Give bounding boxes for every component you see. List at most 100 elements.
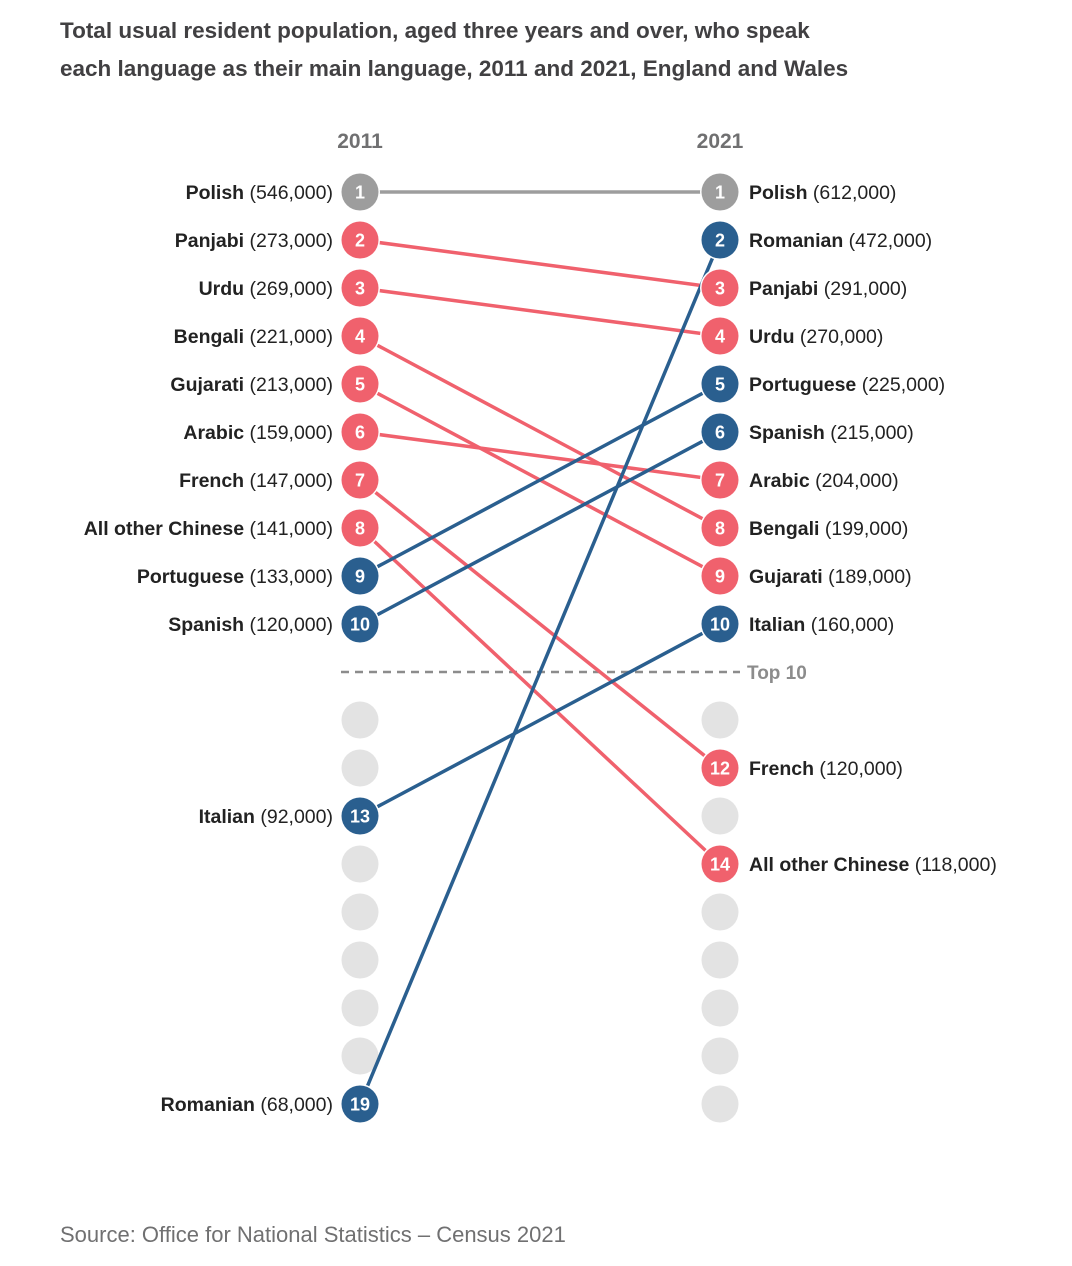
- label-2011-arabic: Arabic (159,000): [183, 422, 333, 444]
- rank-circle-2021-french: [701, 749, 739, 787]
- label-2021-value: (225,000): [856, 374, 945, 396]
- empty-slot-2021-rank-15: [701, 893, 739, 931]
- label-2021-panjabi: Panjabi (291,000): [749, 278, 907, 300]
- label-2011-value: (68,000): [255, 1094, 333, 1116]
- label-2011-name: Portuguese: [137, 566, 244, 588]
- rank-number-2011-french: 7: [355, 471, 365, 491]
- label-2021-value: (199,000): [819, 518, 908, 540]
- rank-circle-2021-gujarati: [701, 557, 739, 595]
- rank-number-2021-all-other-chinese: 14: [710, 855, 730, 875]
- rank-circle-2021-romanian: [701, 221, 739, 259]
- empty-slot-2021-rank-19: [701, 1085, 739, 1123]
- label-2011-name: Romanian: [161, 1094, 255, 1116]
- label-2011-name: All other Chinese: [84, 518, 245, 540]
- label-2011-name: Polish: [186, 182, 245, 204]
- rank-number-2011-spanish: 10: [350, 615, 370, 635]
- slope-line-french: [358, 478, 722, 770]
- chart-title: Total usual resident population, aged th…: [60, 12, 1020, 88]
- rank-circle-2021-bengali: [701, 509, 739, 547]
- chart-title-line-2: each language as their main language, 20…: [60, 56, 849, 81]
- slope-line-portuguese: [359, 382, 721, 578]
- rank-circle-2011-bengali: [341, 317, 379, 355]
- empty-slot-2011-rank-16: [341, 941, 379, 979]
- empty-slot-2011-rank-12: [341, 749, 379, 787]
- label-2021-value: (215,000): [825, 422, 914, 444]
- label-2021-value: (612,000): [808, 182, 897, 204]
- rank-circle-2011-urdu: [341, 269, 379, 307]
- slope-line-all-other-chinese: [358, 526, 722, 866]
- empty-slot-2011-rank-14: [341, 845, 379, 883]
- label-2011-bengali: Bengali (221,000): [174, 326, 333, 348]
- top-ten-label: Top 10: [747, 663, 807, 684]
- label-2011-name: Urdu: [199, 278, 245, 300]
- label-2011-name: Panjabi: [175, 230, 244, 252]
- slope-lines: [358, 190, 722, 1105]
- rank-circle-2011-gujarati: [341, 365, 379, 403]
- rank-circle-2021-spanish: [701, 413, 739, 451]
- label-2011-portuguese: Portuguese (133,000): [137, 566, 333, 588]
- slope-line-italian: [359, 622, 721, 818]
- label-2021-arabic: Arabic (204,000): [749, 470, 899, 492]
- label-2021-value: (472,000): [843, 230, 932, 252]
- label-2021-value: (120,000): [814, 758, 903, 780]
- label-2021-value: (160,000): [805, 614, 894, 636]
- label-2011-french: French (147,000): [179, 470, 333, 492]
- rank-circle-2011-arabic: [341, 413, 379, 451]
- rank-circle-2011-french: [341, 461, 379, 499]
- rank-circle-2021-panjabi: [701, 269, 739, 307]
- slope-line-spanish: [359, 430, 721, 626]
- label-2011-polish: Polish (546,000): [186, 182, 333, 204]
- label-2021-romanian: Romanian (472,000): [749, 230, 932, 252]
- rank-number-2011-panjabi: 2: [355, 231, 365, 251]
- label-2021-value: (189,000): [823, 566, 912, 588]
- label-2011-value: (221,000): [244, 326, 333, 348]
- label-2021-spanish: Spanish (215,000): [749, 422, 914, 444]
- empty-slot-2011-rank-11: [341, 701, 379, 739]
- rank-number-2011-bengali: 4: [355, 327, 365, 347]
- rank-circle-2021-polish: [701, 173, 739, 211]
- rank-number-2021-arabic: 7: [715, 471, 725, 491]
- label-2021-name: Gujarati: [749, 566, 823, 588]
- label-2021-name: All other Chinese: [749, 854, 910, 876]
- rank-circle-2021-italian: [701, 605, 739, 643]
- rank-circle-2021-portuguese: [701, 365, 739, 403]
- empty-rank-slots: [341, 701, 739, 1123]
- rank-circle-2011-panjabi: [341, 221, 379, 259]
- label-2021-value: (291,000): [818, 278, 907, 300]
- rank-circle-2021-arabic: [701, 461, 739, 499]
- label-2011-gujarati: Gujarati (213,000): [170, 374, 333, 396]
- rank-number-2011-all-other-chinese: 8: [355, 519, 365, 539]
- rank-number-2011-arabic: 6: [355, 423, 365, 443]
- label-2021-name: Romanian: [749, 230, 843, 252]
- label-2021-name: French: [749, 758, 814, 780]
- label-2011-value: (92,000): [255, 806, 333, 828]
- label-2021-gujarati: Gujarati (189,000): [749, 566, 912, 588]
- empty-slot-2011-rank-17: [341, 989, 379, 1027]
- rank-number-2021-romanian: 2: [715, 231, 725, 251]
- label-2011-urdu: Urdu (269,000): [199, 278, 333, 300]
- label-2021-name: Bengali: [749, 518, 819, 540]
- rank-number-2021-spanish: 6: [715, 423, 725, 443]
- rank-number-2011-gujarati: 5: [355, 375, 365, 395]
- rank-number-2011-polish: 1: [355, 183, 365, 203]
- label-2011-panjabi: Panjabi (273,000): [175, 230, 333, 252]
- label-2021-value: (118,000): [909, 854, 996, 876]
- label-2011-name: French: [179, 470, 244, 492]
- label-2021-name: Italian: [749, 614, 805, 636]
- slope-line-arabic: [359, 430, 721, 482]
- rank-number-2021-bengali: 8: [715, 519, 725, 539]
- label-2011-italian: Italian (92,000): [199, 806, 333, 828]
- label-2011-value: (546,000): [244, 182, 333, 204]
- label-2021-french: French (120,000): [749, 758, 903, 780]
- label-2011-romanian: Romanian (68,000): [161, 1094, 333, 1116]
- rank-circle-2011-spanish: [341, 605, 379, 643]
- label-2011-value: (133,000): [244, 566, 333, 588]
- label-2021-all-other-chinese: All other Chinese (118,000): [749, 854, 997, 876]
- empty-slot-2021-rank-16: [701, 941, 739, 979]
- label-2011-value: (141,000): [244, 518, 333, 540]
- label-2021-portuguese: Portuguese (225,000): [749, 374, 945, 396]
- rank-number-2011-italian: 13: [350, 807, 370, 827]
- rank-number-2011-romanian: 19: [350, 1095, 370, 1115]
- rank-circle-2011-italian: [341, 797, 379, 835]
